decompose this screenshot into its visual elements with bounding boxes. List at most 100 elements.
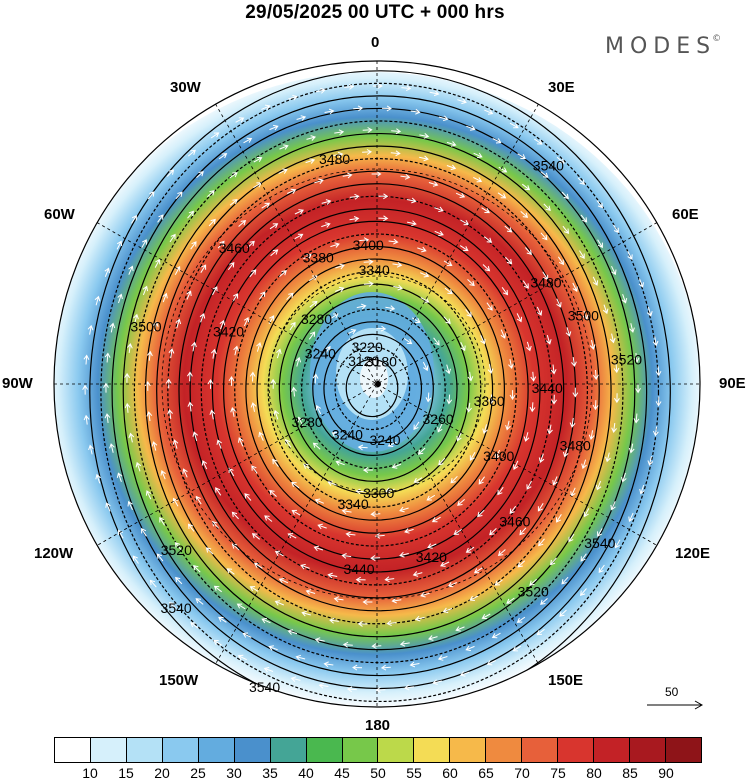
- contour-label: 3540: [161, 600, 192, 616]
- contour-label: 3460: [219, 240, 250, 256]
- wind-vector: [195, 495, 202, 505]
- wind-vector: [390, 150, 401, 157]
- wind-vector: [551, 394, 558, 405]
- wind-vector: [516, 616, 526, 623]
- contour-label: 3380: [303, 250, 334, 266]
- wind-vector: [552, 476, 558, 486]
- wind-vector: [481, 613, 491, 620]
- wind-vector: [229, 172, 238, 179]
- lon-label-120w: 120W: [34, 545, 74, 562]
- wind-vector: [581, 459, 587, 470]
- wind-vector: [145, 490, 152, 500]
- wind-vector: [419, 155, 429, 162]
- wind-vector: [526, 480, 532, 490]
- wind-vector: [172, 439, 179, 449]
- wind-vector: [187, 149, 196, 157]
- wind-vector: [297, 416, 304, 426]
- wind-vector: [456, 432, 462, 442]
- wind-vector: [305, 158, 316, 164]
- wind-vector: [519, 527, 527, 536]
- wind-vector: [529, 402, 536, 413]
- wind-vector: [305, 589, 316, 595]
- height-contour: [89, 70, 671, 707]
- wind-vector: [516, 313, 523, 323]
- wind-vector: [399, 551, 409, 558]
- contour-label: 3440: [532, 380, 563, 396]
- wind-vector: [547, 424, 553, 435]
- wind-vector: [410, 108, 421, 115]
- wind-vector: [160, 470, 166, 480]
- wind-vector: [232, 293, 239, 302]
- wind-vector: [207, 190, 215, 198]
- wind-vector: [347, 329, 357, 335]
- wind-vector: [628, 443, 635, 454]
- wind-vector: [235, 117, 245, 123]
- wind-vector: [323, 661, 334, 668]
- wind-vector: [190, 241, 197, 250]
- wind-vector: [488, 394, 495, 405]
- wind-vector: [219, 319, 226, 330]
- wind-vector: [580, 553, 587, 562]
- wind-vector: [613, 363, 620, 374]
- colorbar-swatch: [342, 738, 379, 762]
- wind-vector: [124, 402, 131, 413]
- wind-vector: [359, 237, 370, 243]
- wind-vector: [250, 402, 257, 412]
- wind-vector: [540, 598, 548, 605]
- wind-vector: [186, 290, 192, 300]
- wind-vector: [154, 258, 161, 268]
- wind-vector: [400, 173, 411, 180]
- wind-vector: [428, 181, 439, 187]
- contour-label: 3420: [213, 323, 244, 339]
- wind-vector: [412, 571, 423, 577]
- wind-vector: [208, 218, 216, 227]
- wind-vector: [231, 543, 240, 551]
- wind-vector: [182, 468, 188, 478]
- wind-vector: [381, 105, 392, 112]
- wind-vector: [443, 260, 453, 267]
- height-contour: [211, 208, 541, 573]
- wind-vector: [419, 272, 430, 278]
- wind-vector: [549, 557, 557, 566]
- graticule: [54, 61, 700, 707]
- wind-vector: [386, 620, 397, 627]
- wind-vector: [233, 345, 239, 356]
- wind-vector: [592, 276, 599, 286]
- wind-vector: [559, 609, 567, 617]
- wind-vector: [655, 366, 662, 377]
- contour-label: 3180: [366, 353, 397, 369]
- wind-vector: [557, 256, 564, 266]
- wind-vector: [355, 488, 366, 495]
- wind-vector: [437, 423, 443, 433]
- wind-vector: [269, 489, 277, 497]
- wind-vector: [465, 546, 475, 553]
- wind-vector: [426, 494, 436, 501]
- wind-vector: [186, 371, 193, 382]
- wind-vector: [274, 600, 284, 606]
- wind-vector: [484, 109, 494, 115]
- wind-vector: [371, 171, 382, 177]
- wind-vector: [228, 467, 235, 477]
- wind-vector: [104, 352, 111, 363]
- wind-vector: [213, 585, 223, 593]
- vector-reference-label: 50: [665, 685, 679, 699]
- wind-vector: [406, 197, 417, 204]
- wind-vector: [228, 375, 235, 386]
- wind-vector: [109, 322, 116, 333]
- wind-vector: [216, 439, 222, 449]
- height-contour: [234, 233, 517, 547]
- lon-label-90w: 90W: [2, 375, 33, 392]
- colorbar-tick-label: 65: [478, 765, 494, 781]
- contour-label: 3240: [305, 346, 336, 362]
- wind-vector: [536, 306, 543, 316]
- wind-vector: [425, 392, 432, 403]
- wind-vector: [477, 509, 485, 518]
- wind-vector: [335, 286, 345, 293]
- wind-vector: [378, 193, 389, 200]
- wind-vector: [243, 137, 253, 144]
- wind-vector: [497, 486, 504, 496]
- wind-vector: [505, 256, 513, 265]
- wind-vector: [517, 560, 526, 568]
- wind-vector: [209, 409, 216, 420]
- wind-vector: [443, 316, 451, 324]
